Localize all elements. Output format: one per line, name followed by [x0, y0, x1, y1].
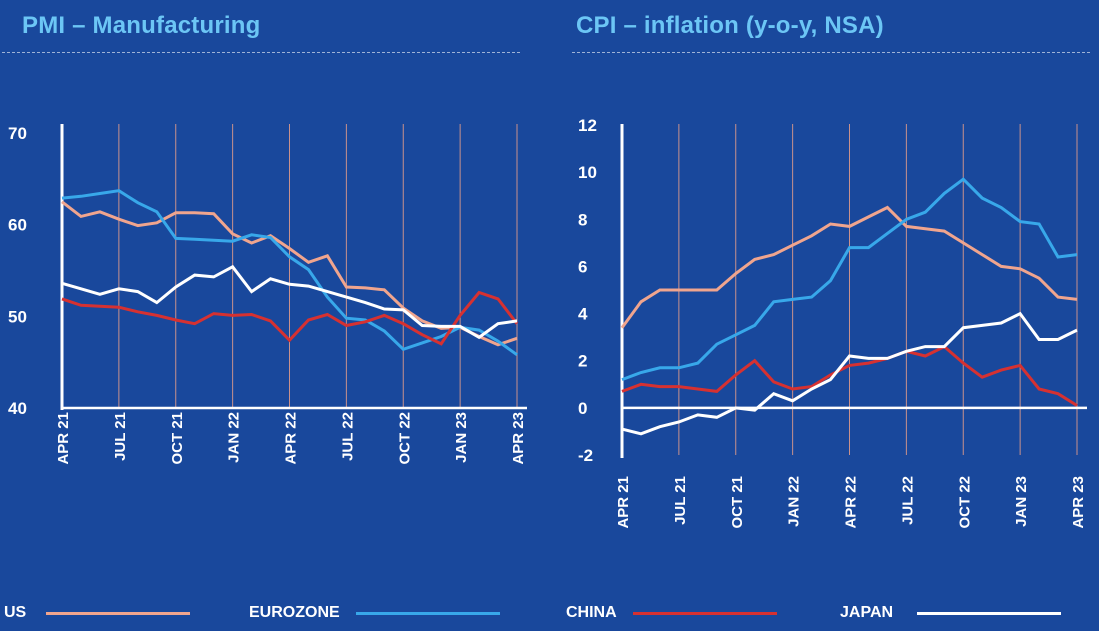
cpi-series-us: [620, 205, 1078, 329]
legend-swatch-china: [632, 611, 777, 615]
cpi-series-eurozone: [621, 177, 1078, 382]
legend-us: US: [4, 604, 191, 622]
pmi-y-tick-label: 40: [8, 399, 27, 418]
pmi-series-japan: [61, 264, 518, 340]
cpi-y-tick-label: 2: [578, 352, 587, 371]
legend-china: CHINA: [566, 604, 777, 622]
cpi-chart: APR 21 JUL 21 OCT 21 JAN 22 APR 22 JUL 22 OCT …: [578, 116, 1087, 529]
cpi-x-tick-label: OCT 21: [729, 476, 746, 529]
pmi-y-tick-label: 60: [8, 216, 27, 235]
pmi-series-eurozone: [61, 189, 518, 357]
legend-label-china: CHINA: [566, 604, 617, 621]
pmi-x-tick-label: APR 22: [283, 412, 300, 465]
legend-label-eurozone: EUROZONE: [249, 604, 340, 621]
cpi-x-tick-label: APR 21: [615, 476, 632, 529]
cpi-y-tick-label: 10: [578, 163, 597, 182]
pmi-x-tick-label: JUL 21: [112, 412, 129, 461]
pmi-x-tick-label: JUL 22: [339, 412, 356, 461]
pmi-x-tick-label: JAN 23: [453, 412, 470, 463]
cpi-series-japan: [621, 311, 1078, 436]
cpi-x-tick-label: JUL 21: [672, 476, 689, 525]
pmi-chart: APR 21 JUL 21 OCT 21 JAN 22 APR 22 JUL 22 OCT …: [8, 124, 527, 465]
cpi-chart-title: CPI – inflation (y-o-y, NSA): [576, 12, 884, 39]
pmi-title-divider: [2, 52, 520, 53]
cpi-x-tick-label: APR 22: [843, 476, 860, 529]
pmi-series-us: [61, 200, 518, 347]
cpi-y-tick-label: -2: [578, 446, 593, 465]
pmi-chart-title: PMI – Manufacturing: [22, 12, 261, 39]
legend-swatch-eurozone: [355, 611, 500, 615]
pmi-x-tick-label: APR 23: [510, 412, 527, 465]
pmi-x-tick-label: APR 21: [55, 412, 72, 465]
legend-label-us: US: [4, 604, 27, 621]
cpi-y-tick-label: 8: [578, 210, 587, 229]
pmi-x-tick-label: OCT 21: [169, 412, 186, 465]
pmi-series-china: [61, 290, 519, 346]
legend-label-japan: JAPAN: [840, 604, 894, 621]
pmi-y-tick-label: 50: [8, 307, 27, 326]
cpi-x-tick-label: JAN 22: [786, 476, 803, 527]
pmi-y-tick-label: 70: [8, 124, 27, 143]
cpi-title-divider: [572, 52, 1090, 53]
cpi-y-tick-label: 12: [578, 116, 597, 135]
cpi-y-tick-label: 0: [578, 399, 587, 418]
pmi-x-tick-label: OCT 22: [396, 412, 413, 465]
legend-swatch-japan: [917, 611, 1062, 615]
pmi-x-tick-label: JAN 22: [226, 412, 243, 463]
charts-canvas: APR 21 JUL 21 OCT 21 JAN 22 APR 22 JUL 22 OCT …: [8, 116, 1087, 529]
cpi-y-tick-label: 6: [578, 257, 587, 276]
legend-eurozone: EUROZONE: [249, 604, 500, 622]
legend-swatch-us: [46, 611, 191, 615]
cpi-x-tick-label: OCT 22: [956, 476, 973, 529]
legend-japan: JAPAN: [840, 604, 1062, 622]
cpi-x-tick-label: JAN 23: [1013, 476, 1030, 527]
cpi-x-tick-label: APR 23: [1070, 476, 1087, 529]
cpi-x-tick-label: JUL 22: [899, 476, 916, 525]
cpi-y-tick-label: 4: [578, 305, 588, 324]
cpi-series-china: [621, 344, 1078, 407]
